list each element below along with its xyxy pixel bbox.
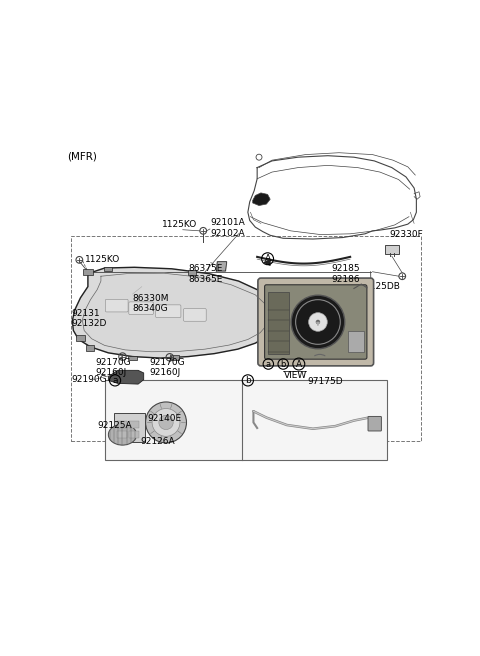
Ellipse shape — [108, 424, 137, 445]
Text: 92330F: 92330F — [389, 230, 423, 239]
Text: 92170G
92160J: 92170G 92160J — [149, 358, 185, 377]
Circle shape — [309, 313, 327, 331]
FancyBboxPatch shape — [183, 308, 206, 321]
Text: 92185
92186: 92185 92186 — [332, 264, 360, 283]
Text: 86330M
86340G: 86330M 86340G — [132, 294, 169, 314]
FancyBboxPatch shape — [188, 270, 196, 275]
FancyBboxPatch shape — [171, 355, 180, 359]
FancyBboxPatch shape — [385, 245, 399, 253]
Circle shape — [291, 295, 345, 349]
FancyBboxPatch shape — [156, 305, 181, 318]
Text: 92101A
92102A: 92101A 92102A — [210, 218, 245, 237]
FancyBboxPatch shape — [83, 269, 93, 275]
FancyBboxPatch shape — [104, 266, 112, 271]
Text: b: b — [245, 376, 251, 385]
Bar — [117, 430, 127, 438]
Polygon shape — [72, 267, 276, 358]
Circle shape — [316, 319, 320, 324]
Text: VIEW: VIEW — [284, 371, 307, 380]
FancyBboxPatch shape — [114, 413, 145, 441]
FancyBboxPatch shape — [129, 302, 154, 314]
Text: a: a — [266, 359, 271, 369]
Text: 97175D: 97175D — [307, 377, 343, 386]
Text: a: a — [112, 376, 118, 385]
FancyBboxPatch shape — [368, 417, 382, 431]
Text: 86375E
86365E: 86375E 86365E — [188, 264, 223, 283]
Text: 1125KO: 1125KO — [162, 220, 198, 229]
Text: b: b — [280, 359, 286, 369]
Text: A: A — [264, 255, 271, 263]
FancyBboxPatch shape — [258, 278, 373, 366]
Text: A: A — [296, 359, 302, 369]
FancyBboxPatch shape — [268, 292, 289, 354]
Circle shape — [152, 409, 180, 436]
Bar — [129, 421, 139, 428]
Text: 1125KO: 1125KO — [85, 255, 120, 264]
Text: 92170G
92160J: 92170G 92160J — [96, 358, 131, 377]
FancyBboxPatch shape — [106, 299, 128, 312]
Bar — [129, 430, 139, 438]
Text: 92190G: 92190G — [71, 375, 107, 384]
Circle shape — [145, 402, 186, 443]
Polygon shape — [108, 371, 144, 384]
FancyBboxPatch shape — [264, 285, 367, 359]
Text: 92140E: 92140E — [147, 414, 181, 423]
Text: 92131
92132D: 92131 92132D — [71, 308, 107, 328]
FancyBboxPatch shape — [348, 331, 364, 352]
FancyBboxPatch shape — [85, 345, 94, 351]
Polygon shape — [252, 193, 270, 205]
Circle shape — [159, 415, 173, 430]
Text: 92126A: 92126A — [140, 438, 175, 446]
FancyBboxPatch shape — [129, 356, 137, 360]
FancyBboxPatch shape — [105, 380, 387, 460]
FancyBboxPatch shape — [76, 335, 84, 340]
Polygon shape — [216, 262, 227, 271]
Text: (MFR): (MFR) — [67, 152, 96, 162]
Text: 92125A: 92125A — [97, 420, 132, 430]
Polygon shape — [83, 274, 269, 352]
Bar — [117, 421, 127, 428]
Text: 1125DB: 1125DB — [364, 282, 400, 291]
